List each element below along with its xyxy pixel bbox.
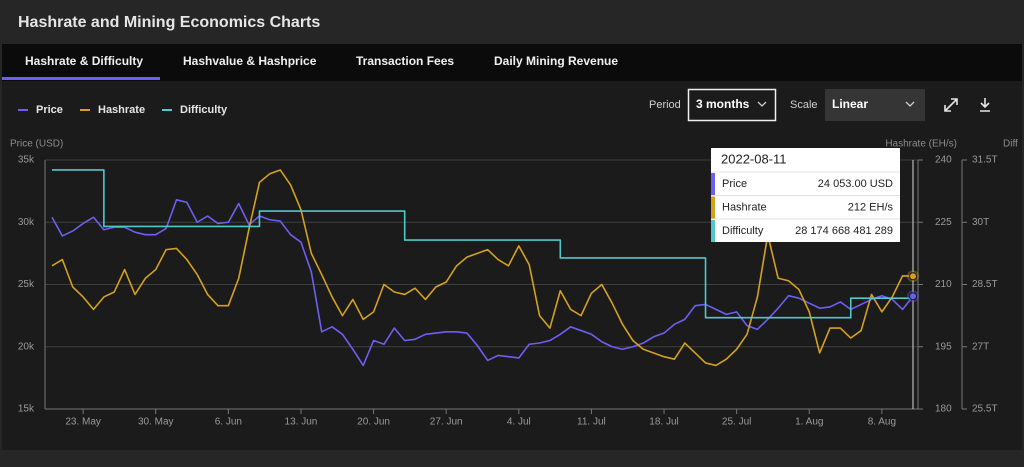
x-tick-label: 18. Jul bbox=[649, 417, 678, 428]
x-tick-label: 25. Jul bbox=[722, 417, 751, 428]
x-tick-label: 23. May bbox=[65, 417, 101, 428]
x-tick-label: 27. Jun bbox=[430, 417, 463, 428]
x-tick-label: 8. Aug bbox=[868, 417, 896, 428]
tab[interactable]: Hashrate & Difficulty bbox=[25, 54, 143, 68]
x-tick-label: 6. Jun bbox=[215, 417, 242, 428]
download-button[interactable] bbox=[980, 98, 990, 112]
x-tick-label: 20. Jun bbox=[357, 417, 390, 428]
tooltip-label: Price bbox=[722, 178, 747, 190]
tooltip-value: 212 EH/s bbox=[848, 201, 894, 213]
tooltip-label: Difficulty bbox=[722, 225, 764, 237]
y3-tick-label: 25.5T bbox=[972, 404, 998, 415]
y-tick-label: 15k bbox=[18, 404, 35, 415]
tab[interactable]: Transaction Fees bbox=[356, 54, 454, 68]
tooltip-label: Hashrate bbox=[722, 201, 767, 213]
active-tab-indicator bbox=[2, 77, 160, 80]
y2-tick-label: 195 bbox=[935, 341, 952, 352]
y3-tick-label: 28.5T bbox=[972, 279, 998, 290]
y-tick-label: 30k bbox=[18, 217, 35, 228]
y-tick-label: 35k bbox=[18, 155, 35, 166]
x-tick-label: 11. Jul bbox=[577, 417, 606, 428]
period-value: 3 months bbox=[696, 97, 750, 111]
y3-axis-title: Diff bbox=[1003, 139, 1018, 150]
series-line bbox=[52, 169, 913, 319]
legend-label: Hashrate bbox=[98, 104, 145, 116]
period-label: Period bbox=[649, 99, 681, 111]
chevron bbox=[757, 101, 767, 107]
hover-point bbox=[909, 272, 917, 281]
y2-tick-label: 210 bbox=[935, 279, 952, 290]
tooltip-swatch bbox=[711, 196, 715, 219]
y2-tick-label: 180 bbox=[935, 404, 952, 415]
tooltip-date: 2022-08-11 bbox=[721, 151, 787, 166]
page-title: Hashrate and Mining Economics Charts bbox=[18, 14, 320, 31]
plot: Price (USD) Hashrate (EH/s) Diff 15k 20k 25k 3… bbox=[10, 104, 1018, 428]
y-tick-label: 25k bbox=[18, 279, 35, 290]
chart-panel bbox=[2, 81, 1022, 450]
legend-label: Price bbox=[36, 104, 63, 116]
y3-tick-label: 30T bbox=[972, 217, 989, 228]
tooltip-value: 24 053.00 USD bbox=[818, 178, 893, 190]
tooltip-swatch bbox=[711, 220, 715, 242]
x-tick-label: 4. Jul bbox=[507, 417, 531, 428]
legend-label: Difficulty bbox=[180, 104, 228, 116]
x-tick-label: 1. Aug bbox=[795, 417, 823, 428]
y3-tick-label: 27T bbox=[972, 341, 989, 352]
y2-tick-label: 225 bbox=[935, 217, 952, 228]
tab-bar bbox=[2, 44, 1022, 81]
y-tick-label: 20k bbox=[18, 341, 35, 352]
hover-point bbox=[909, 292, 917, 301]
x-tick-label: 30. May bbox=[138, 417, 174, 428]
tab[interactable]: Daily Mining Revenue bbox=[494, 54, 618, 68]
scale-label: Scale bbox=[790, 99, 818, 111]
y-axis-title: Price (USD) bbox=[10, 139, 63, 150]
y3-tick-label: 31.5T bbox=[972, 155, 998, 166]
chevron bbox=[905, 101, 915, 107]
scale-value: Linear bbox=[832, 97, 868, 111]
tab[interactable]: Hashvalue & Hashprice bbox=[183, 54, 317, 68]
tooltip-value: 28 174 668 481 289 bbox=[795, 225, 893, 237]
tooltip-swatch bbox=[711, 173, 715, 195]
y2-tick-label: 240 bbox=[935, 155, 952, 166]
x-tick-label: 13. Jun bbox=[285, 417, 318, 428]
tooltip: 2022-08-11 Price 24 053.00 USD Hashrate 212 … bbox=[711, 148, 900, 242]
fullscreen-button[interactable] bbox=[944, 98, 958, 112]
y2-axis-title: Hashrate (EH/s) bbox=[885, 139, 957, 150]
